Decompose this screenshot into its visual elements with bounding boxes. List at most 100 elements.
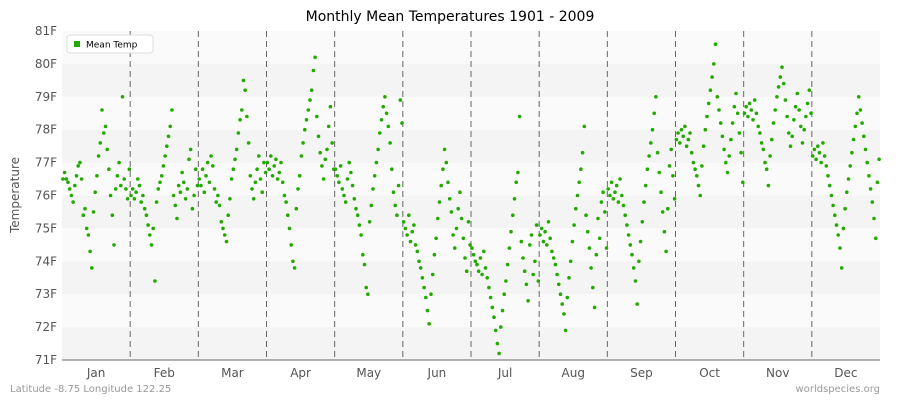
data-point xyxy=(413,243,418,247)
data-point xyxy=(490,305,495,310)
data-point xyxy=(246,141,251,145)
data-point xyxy=(107,167,111,171)
data-point xyxy=(638,239,643,244)
data-point xyxy=(873,236,878,241)
data-point xyxy=(349,170,353,175)
data-point xyxy=(188,147,193,152)
data-point xyxy=(778,75,783,79)
data-point xyxy=(488,295,493,300)
data-point xyxy=(71,200,75,204)
data-point xyxy=(471,252,476,257)
data-point xyxy=(691,160,696,165)
data-point xyxy=(790,134,794,139)
data-point xyxy=(843,206,847,211)
data-point xyxy=(696,183,701,188)
grid-band xyxy=(62,162,880,196)
data-point xyxy=(163,154,167,158)
data-point xyxy=(805,101,810,106)
data-point xyxy=(584,213,588,217)
data-point xyxy=(425,308,430,313)
data-point xyxy=(671,174,675,178)
data-point xyxy=(432,252,437,257)
data-point xyxy=(170,108,174,112)
data-point xyxy=(543,229,547,234)
data-point xyxy=(514,180,518,185)
data-point xyxy=(280,180,285,185)
data-point xyxy=(706,101,711,106)
data-point xyxy=(700,164,704,168)
data-point xyxy=(470,246,474,250)
data-point xyxy=(781,81,786,86)
data-point xyxy=(795,91,800,96)
data-point xyxy=(303,127,307,132)
data-point xyxy=(650,127,655,132)
data-point xyxy=(321,177,326,181)
data-point xyxy=(108,193,113,198)
data-point xyxy=(563,328,568,333)
data-point xyxy=(461,236,466,241)
data-point xyxy=(551,256,556,260)
data-point xyxy=(148,233,152,237)
data-point xyxy=(630,252,634,257)
data-point xyxy=(846,177,851,181)
data-point xyxy=(95,174,99,178)
data-point xyxy=(792,118,796,122)
data-point xyxy=(531,272,535,277)
data-point xyxy=(529,233,534,237)
data-point xyxy=(640,220,645,224)
data-point xyxy=(804,114,808,119)
data-point xyxy=(734,91,738,96)
x-tick-labels: Jan Feb Mar Apr May Jun Jul Aug Sep Oct Nov Dec xyxy=(86,366,858,380)
data-point xyxy=(701,144,706,148)
data-point xyxy=(853,124,858,129)
data-point xyxy=(362,262,367,267)
data-point xyxy=(91,210,96,214)
data-point xyxy=(96,154,101,158)
data-point xyxy=(512,197,517,201)
data-point xyxy=(372,174,377,178)
data-point xyxy=(125,197,130,201)
data-point xyxy=(775,95,779,99)
data-point xyxy=(633,279,638,283)
data-point xyxy=(548,236,552,241)
data-point xyxy=(635,302,639,306)
data-point xyxy=(788,144,793,148)
chart-title: Monthly Mean Temperatures 1901 - 2009 xyxy=(306,9,595,25)
data-point xyxy=(453,246,457,250)
data-point xyxy=(134,190,138,194)
data-point xyxy=(216,193,220,198)
data-point xyxy=(751,118,755,122)
data-point xyxy=(175,216,179,221)
data-point xyxy=(475,262,479,267)
data-point xyxy=(841,226,846,231)
data-point xyxy=(136,177,140,181)
data-point xyxy=(430,272,435,277)
data-point xyxy=(258,177,263,181)
x-tick-label: Sep xyxy=(630,366,653,380)
data-points xyxy=(61,42,881,356)
data-point xyxy=(204,174,208,178)
data-point xyxy=(231,167,236,171)
data-point xyxy=(826,174,830,178)
data-point xyxy=(168,124,172,129)
data-point xyxy=(678,141,682,145)
data-point xyxy=(516,170,520,175)
data-point xyxy=(679,127,684,132)
data-point xyxy=(872,216,876,221)
data-point xyxy=(459,216,464,221)
y-tick-label: 79F xyxy=(35,90,57,104)
data-point xyxy=(664,249,668,254)
data-point xyxy=(229,177,234,181)
data-point xyxy=(522,269,527,274)
data-point xyxy=(683,124,687,129)
data-point xyxy=(117,160,121,165)
data-point xyxy=(768,154,772,158)
data-point xyxy=(492,315,496,320)
data-point xyxy=(713,42,718,46)
data-point xyxy=(393,203,398,208)
data-point xyxy=(657,170,662,175)
data-point xyxy=(773,108,777,112)
data-point xyxy=(809,111,813,116)
y-tick-label: 74F xyxy=(35,254,57,268)
data-point xyxy=(260,190,265,194)
